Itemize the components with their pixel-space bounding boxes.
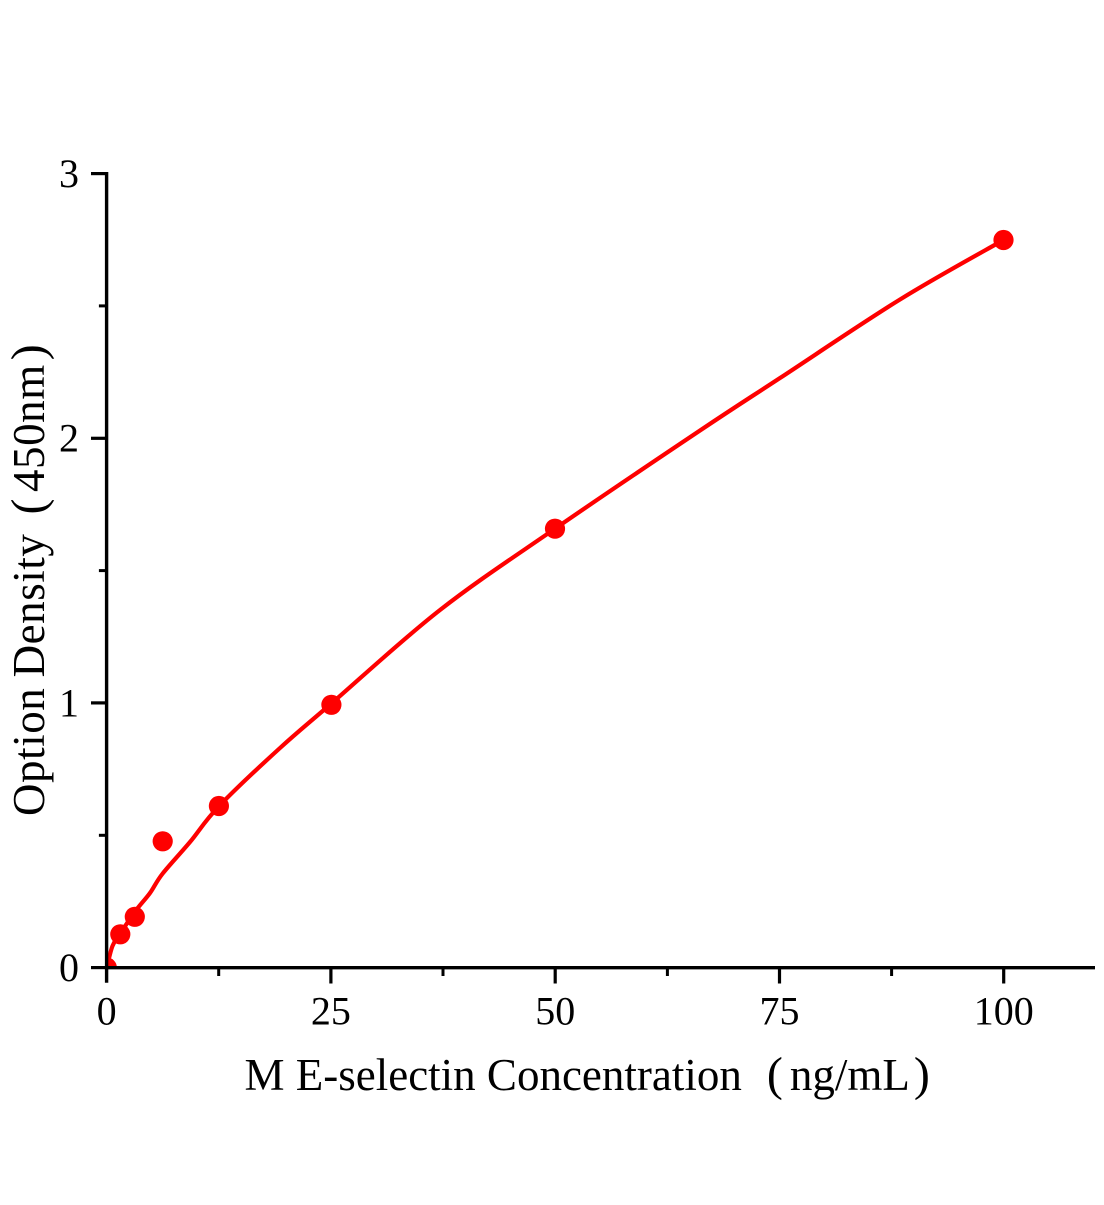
svg-text:0: 0	[97, 988, 117, 1033]
svg-text:100: 100	[974, 988, 1034, 1033]
svg-text:0: 0	[59, 945, 79, 990]
svg-text:3: 3	[59, 151, 79, 196]
svg-text:25: 25	[311, 988, 351, 1033]
svg-text:50: 50	[535, 988, 575, 1033]
svg-text:Option Density(450nm): Option Density(450nm)	[2, 344, 55, 816]
svg-text:75: 75	[760, 988, 800, 1033]
svg-text:2: 2	[59, 416, 79, 461]
svg-text:M E-selectin Concentration(ng/: M E-selectin Concentration(ng/mL)	[245, 1048, 930, 1101]
svg-text:1: 1	[59, 680, 79, 725]
